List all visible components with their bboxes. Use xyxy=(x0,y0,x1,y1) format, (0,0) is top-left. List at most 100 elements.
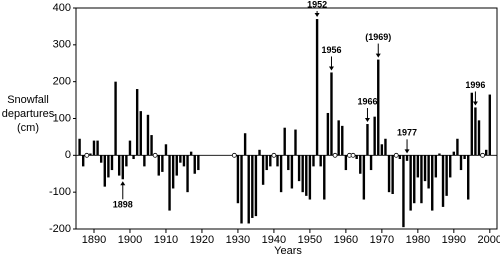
bar xyxy=(150,135,153,156)
bar xyxy=(128,140,132,156)
bar xyxy=(297,155,301,182)
x-tick-label: 1970 xyxy=(370,234,394,246)
bar xyxy=(157,155,160,176)
bar xyxy=(78,138,81,156)
bar xyxy=(243,133,247,156)
y-axis-label: departures xyxy=(2,108,55,120)
bar xyxy=(117,155,121,176)
bar xyxy=(427,155,430,189)
bar xyxy=(114,81,117,156)
bar xyxy=(247,155,250,224)
annotation: 1996 xyxy=(465,80,485,90)
bar xyxy=(171,155,175,189)
arrow-head xyxy=(404,149,410,154)
bar xyxy=(488,94,492,156)
y-tick-label: 400 xyxy=(53,2,71,14)
x-tick-label: 1950 xyxy=(298,234,322,246)
y-axis-label: (cm) xyxy=(17,122,39,134)
bar xyxy=(107,155,110,178)
zero-marker xyxy=(231,152,237,158)
bar xyxy=(265,155,268,171)
bar xyxy=(269,155,272,167)
arrow-head xyxy=(472,101,478,106)
bar xyxy=(89,153,92,156)
bar xyxy=(441,155,445,207)
bar xyxy=(416,155,420,178)
arrow-head xyxy=(328,66,334,71)
bar xyxy=(193,155,196,174)
bar xyxy=(373,116,376,156)
bar xyxy=(319,155,322,167)
bar xyxy=(197,155,200,171)
bar xyxy=(110,155,114,171)
bar xyxy=(143,155,146,167)
x-tick-label: 1920 xyxy=(190,234,214,246)
bar xyxy=(369,155,373,171)
bar xyxy=(456,138,459,156)
bar xyxy=(315,19,319,156)
bar xyxy=(301,155,304,193)
bar xyxy=(391,155,394,195)
x-tick-label: 1940 xyxy=(262,234,286,246)
y-tick-label: 300 xyxy=(53,39,71,51)
arrow-head xyxy=(375,53,381,58)
plot-frame xyxy=(75,7,498,230)
bar xyxy=(294,129,297,156)
zero-marker xyxy=(480,152,486,158)
bar xyxy=(308,155,312,200)
bar xyxy=(384,138,387,156)
bar xyxy=(146,114,150,156)
annotation: 1956 xyxy=(321,45,341,55)
bar xyxy=(139,111,142,156)
bar xyxy=(323,155,326,200)
bar xyxy=(287,155,290,171)
bar xyxy=(305,155,308,196)
bar xyxy=(344,155,348,171)
bar xyxy=(103,155,106,187)
bar xyxy=(99,155,103,163)
bar xyxy=(135,89,139,156)
annotation: 1977 xyxy=(397,128,417,138)
y-tick-label: 0 xyxy=(65,149,71,161)
bar xyxy=(413,155,416,204)
bar xyxy=(132,155,135,160)
y-tick-label: -200 xyxy=(49,223,71,235)
bar xyxy=(261,155,265,185)
bar xyxy=(452,151,456,156)
bar xyxy=(467,155,470,200)
bar xyxy=(236,155,240,204)
bar xyxy=(423,155,427,182)
y-tick-label: 100 xyxy=(53,112,71,124)
bar xyxy=(92,140,96,156)
y-tick-label: -100 xyxy=(49,186,71,198)
bar xyxy=(276,155,279,167)
bar xyxy=(125,155,128,167)
bar xyxy=(445,155,448,196)
bar xyxy=(186,155,189,193)
zero-marker xyxy=(271,152,277,158)
bar xyxy=(438,153,441,156)
x-tick-label: 1980 xyxy=(406,234,430,246)
bar xyxy=(434,155,438,178)
bar xyxy=(182,155,186,167)
bar xyxy=(161,155,164,172)
x-tick-label: 1890 xyxy=(82,234,106,246)
bar xyxy=(474,107,477,156)
bar xyxy=(431,155,434,211)
bar xyxy=(279,155,283,193)
arrow-head xyxy=(120,181,126,186)
bar xyxy=(326,112,330,156)
x-tick-label: 1960 xyxy=(334,234,358,246)
x-tick-label: 1910 xyxy=(154,234,178,246)
bar xyxy=(337,120,340,156)
x-axis-label: Years xyxy=(274,245,302,257)
bar xyxy=(366,124,369,156)
bar xyxy=(312,155,315,167)
bar xyxy=(290,155,294,189)
bar xyxy=(168,155,171,211)
y-axis-label: Snowfall xyxy=(7,94,49,106)
bar xyxy=(283,127,286,156)
bar xyxy=(189,151,193,156)
bar xyxy=(449,155,452,178)
